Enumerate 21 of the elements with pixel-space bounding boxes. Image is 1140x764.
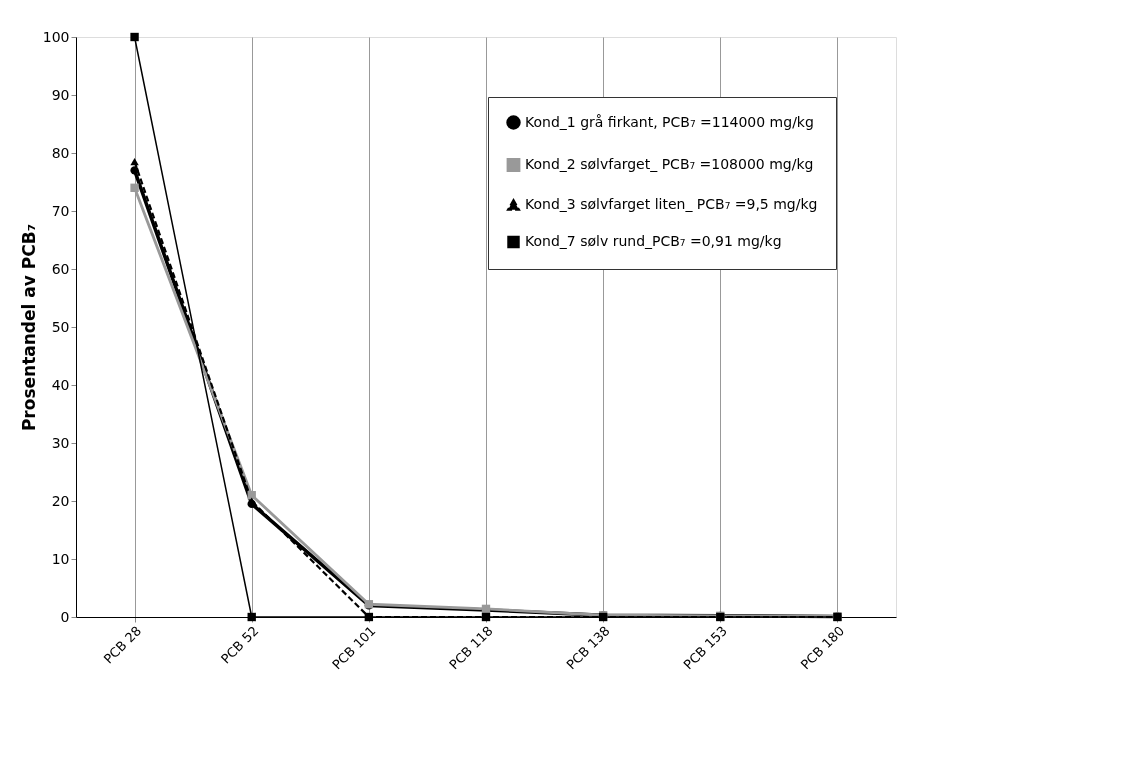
y-tick-label: 10	[51, 550, 70, 567]
legend-label: Kond_7 sølv rund_PCB₇ =0,91 mg/kg	[525, 233, 782, 249]
legend-label: Kond_3 sølvfarget liten_ PCB₇ =9,5 mg/kg	[525, 196, 818, 212]
y-tick-label: 40	[51, 376, 70, 393]
y-tick-label: 50	[51, 318, 70, 335]
y-tick-label: 100	[42, 28, 70, 45]
y-tick-label: 70	[51, 202, 70, 219]
y-axis-title: Prosentandel av PCB₇	[18, 223, 39, 432]
y-tick-label: 20	[51, 492, 70, 509]
y-tick-label: 90	[51, 86, 70, 103]
legend-label: Kond_1 grå firkant, PCB₇ =114000 mg/kg	[525, 113, 814, 130]
x-tick-label: PCB 101	[329, 623, 379, 673]
y-tick-label: 0	[60, 608, 70, 625]
y-tick-label: 60	[51, 260, 70, 277]
legend-label: Kond_2 sølvfarget_ PCB₇ =108000 mg/kg	[525, 156, 814, 172]
x-tick-label: PCB 180	[797, 623, 848, 673]
x-tick-label: PCB 138	[563, 623, 613, 673]
x-tick-label: PCB 153	[680, 623, 730, 673]
y-tick-label: 80	[51, 144, 70, 161]
y-tick-label: 30	[51, 434, 70, 451]
x-tick-label: PCB 118	[446, 623, 496, 673]
